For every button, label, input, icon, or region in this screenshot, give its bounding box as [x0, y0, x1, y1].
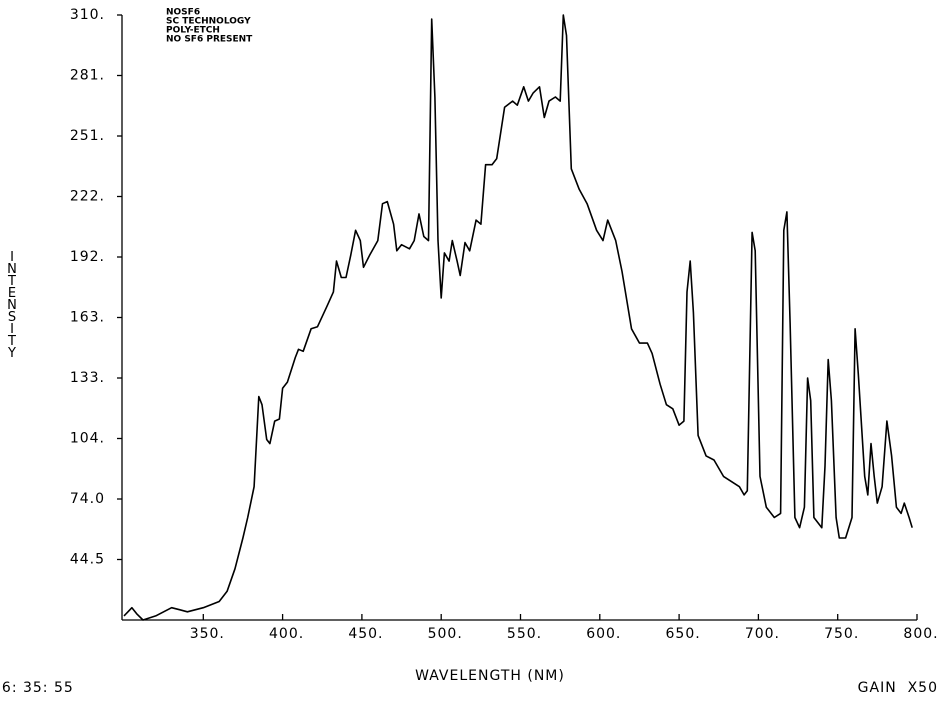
y-tick-label: 310.	[70, 7, 105, 23]
y-tick-label: 222.	[70, 189, 105, 205]
x-tick-label: 500.	[428, 626, 463, 642]
y-tick-label: 251.	[70, 128, 105, 144]
y-tick-label: 281.	[70, 68, 105, 84]
y-tick-label: 192.	[70, 249, 105, 265]
annotation: NOSF6	[166, 8, 200, 18]
x-axis-label: WAVELENGTH (NM)	[415, 668, 565, 684]
x-tick-label: 700.	[745, 626, 780, 642]
annotation: NO SF6 PRESENT	[166, 35, 253, 45]
y-tick-label: 104.	[70, 431, 105, 447]
annotation: POLY-ETCH	[166, 26, 220, 36]
x-tick-label: 450.	[348, 626, 383, 642]
x-tick-label: 600.	[586, 626, 621, 642]
x-tick-label: 650.	[666, 626, 701, 642]
x-tick-label: 550.	[507, 626, 542, 642]
x-tick-label: 750.	[824, 626, 859, 642]
spectrum-line	[123, 14, 913, 621]
annotation: SC TECHNOLOGY	[166, 17, 251, 27]
y-tick-label: 44.5	[70, 552, 105, 568]
gain: GAIN X50	[858, 680, 938, 696]
y-tick-label: 133.	[70, 370, 105, 386]
x-tick-label: 400.	[269, 626, 304, 642]
y-tick-label: 74.0	[70, 491, 105, 507]
y-tick-label: 163.	[70, 310, 105, 326]
x-tick-label: 350.	[190, 626, 225, 642]
y-axis-label: INTENSITY	[5, 250, 20, 358]
timestamp: 16: 35: 55	[0, 680, 74, 696]
x-tick-label: 800.	[903, 626, 938, 642]
